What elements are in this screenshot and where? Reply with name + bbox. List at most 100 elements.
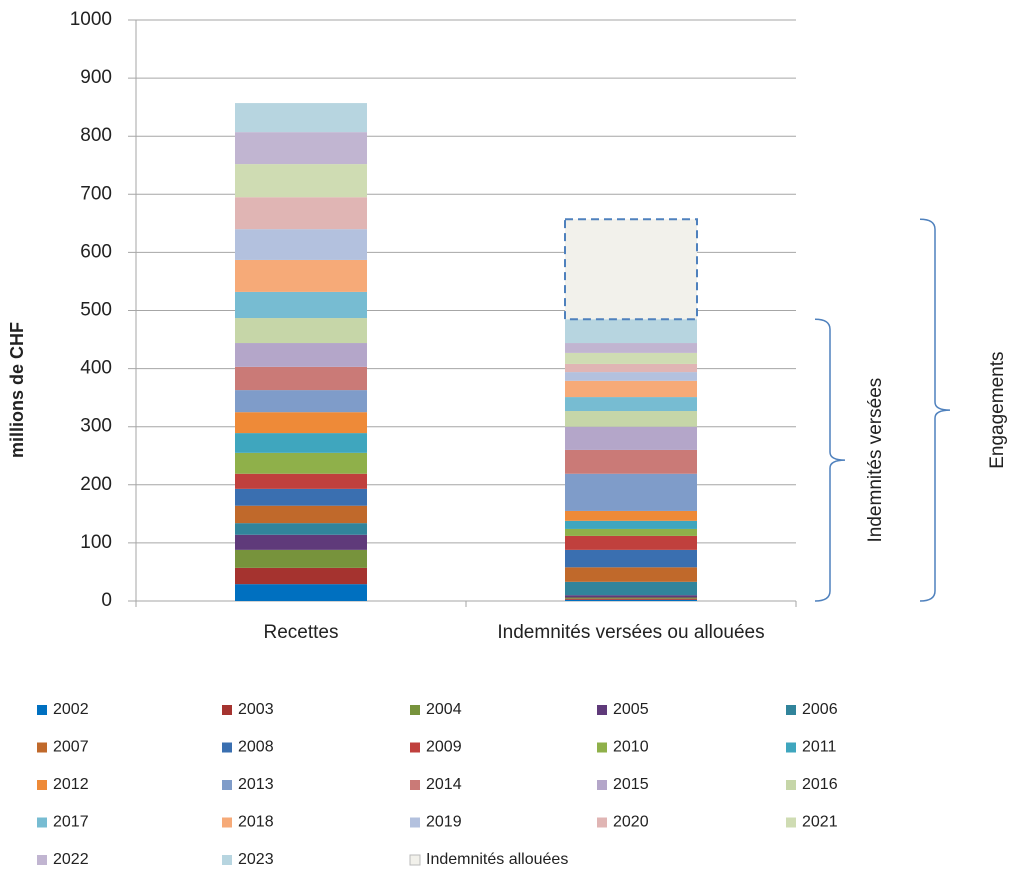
- bar-segment: [235, 567, 367, 585]
- bar-segment: [565, 363, 697, 373]
- legend-marker: [597, 780, 607, 790]
- legend-marker: [597, 705, 607, 715]
- bar-segment: [565, 510, 697, 521]
- bar-segment: [565, 397, 697, 412]
- y-tick-label: 900: [80, 67, 112, 88]
- bar-segment: [235, 103, 367, 133]
- bar-segment: [235, 584, 367, 601]
- legend-marker: [786, 817, 796, 828]
- bar-segment: [564, 218, 698, 321]
- bar-segment: [565, 598, 697, 600]
- legend-marker: [37, 742, 47, 753]
- annotation: Indemnités versées: [865, 378, 886, 543]
- bar-segment: [565, 549, 697, 568]
- bar-segment: [565, 595, 697, 598]
- y-tick-label: 200: [80, 474, 112, 495]
- legend-marker: [409, 854, 421, 866]
- legend-label: 2006: [802, 701, 838, 718]
- bar-segment: [565, 372, 697, 381]
- legend-label: 2023: [238, 851, 274, 868]
- y-tick-label: 500: [80, 300, 112, 321]
- y-tick-label: 1000: [70, 9, 112, 30]
- y-tick-label: 300: [80, 416, 112, 437]
- bar-segment: [565, 473, 697, 511]
- bar-segment: [235, 132, 367, 165]
- y-tick-label: 400: [80, 358, 112, 379]
- bar-segment: [235, 412, 367, 434]
- bar-segment: [565, 567, 697, 582]
- bar-segment: [235, 197, 367, 230]
- legend-marker: [222, 705, 232, 715]
- legend-marker: [37, 780, 47, 790]
- bar-segment: [565, 599, 697, 601]
- bar-segment: [235, 433, 367, 453]
- bar-segment: [235, 366, 367, 391]
- legend-label: 2016: [802, 776, 838, 793]
- legend-label: 2009: [426, 739, 462, 756]
- bar-segment: [565, 380, 697, 398]
- bar-segment: [565, 449, 697, 474]
- y-axis-title: millions de CHF: [7, 322, 27, 458]
- legend-label: 2015: [613, 776, 649, 793]
- legend-label: 2008: [238, 739, 274, 756]
- legend-label: 2022: [53, 851, 89, 868]
- bar-segment: [565, 528, 697, 536]
- legend-label: 2018: [238, 814, 274, 831]
- legend-label: 2012: [53, 776, 89, 793]
- legend-marker: [222, 742, 232, 753]
- bar-segment: [565, 411, 697, 427]
- legend-label: 2014: [426, 776, 462, 793]
- legend-label: 2020: [613, 814, 649, 831]
- bar-segment: [235, 259, 367, 292]
- legend-marker: [410, 705, 420, 715]
- x-tick-label: Indemnités versées ou allouées: [497, 622, 764, 643]
- bar-segment: [235, 473, 367, 489]
- bar-segment: [565, 535, 697, 550]
- bar-segment: [235, 291, 367, 319]
- legend-marker: [786, 742, 796, 753]
- legend-label: 2011: [802, 739, 837, 756]
- bar-segment: [565, 319, 697, 344]
- bar-segment: [565, 426, 697, 450]
- legend-marker: [37, 855, 47, 865]
- y-tick-label: 800: [80, 125, 112, 146]
- legend-label: 2004: [426, 701, 462, 718]
- legend-marker: [597, 742, 607, 753]
- bar-segment: [565, 352, 697, 364]
- legend-label: 2005: [613, 701, 649, 718]
- y-tick-label: 600: [80, 241, 112, 262]
- bar-segment: [235, 523, 367, 535]
- bar-segment: [235, 164, 367, 198]
- legend-marker: [222, 780, 232, 790]
- legend-marker: [37, 817, 47, 828]
- legend-label: 2019: [426, 814, 462, 831]
- bar-segment: [235, 390, 367, 413]
- bar-segment: [235, 229, 367, 260]
- legend-label: 2021: [802, 814, 838, 831]
- legend-marker: [222, 855, 232, 865]
- legend-label: 2017: [53, 814, 89, 831]
- bar-segment: [235, 549, 367, 568]
- legend-marker: [410, 817, 420, 828]
- bar-segment: [235, 488, 367, 506]
- legend-marker: [222, 817, 232, 828]
- legend-label: 2007: [53, 739, 89, 756]
- legend-label: 2003: [238, 701, 274, 718]
- y-tick-label: 700: [80, 183, 112, 204]
- legend-label: 2013: [238, 776, 274, 793]
- bar-segment: [565, 343, 697, 353]
- legend-marker: [37, 705, 47, 715]
- annotation: Engagements: [987, 352, 1008, 469]
- bar-segment: [565, 581, 697, 596]
- bar-segment: [235, 534, 367, 550]
- legend-label: Indemnités allouées: [426, 851, 568, 868]
- bar-segment: [235, 505, 367, 524]
- bar-segment: [235, 452, 367, 474]
- legend-label: 2002: [53, 701, 89, 718]
- legend-marker: [597, 817, 607, 828]
- bar-segment: [235, 343, 367, 367]
- brace: [814, 318, 846, 602]
- y-tick-label: 100: [80, 532, 112, 553]
- legend-marker: [786, 705, 796, 715]
